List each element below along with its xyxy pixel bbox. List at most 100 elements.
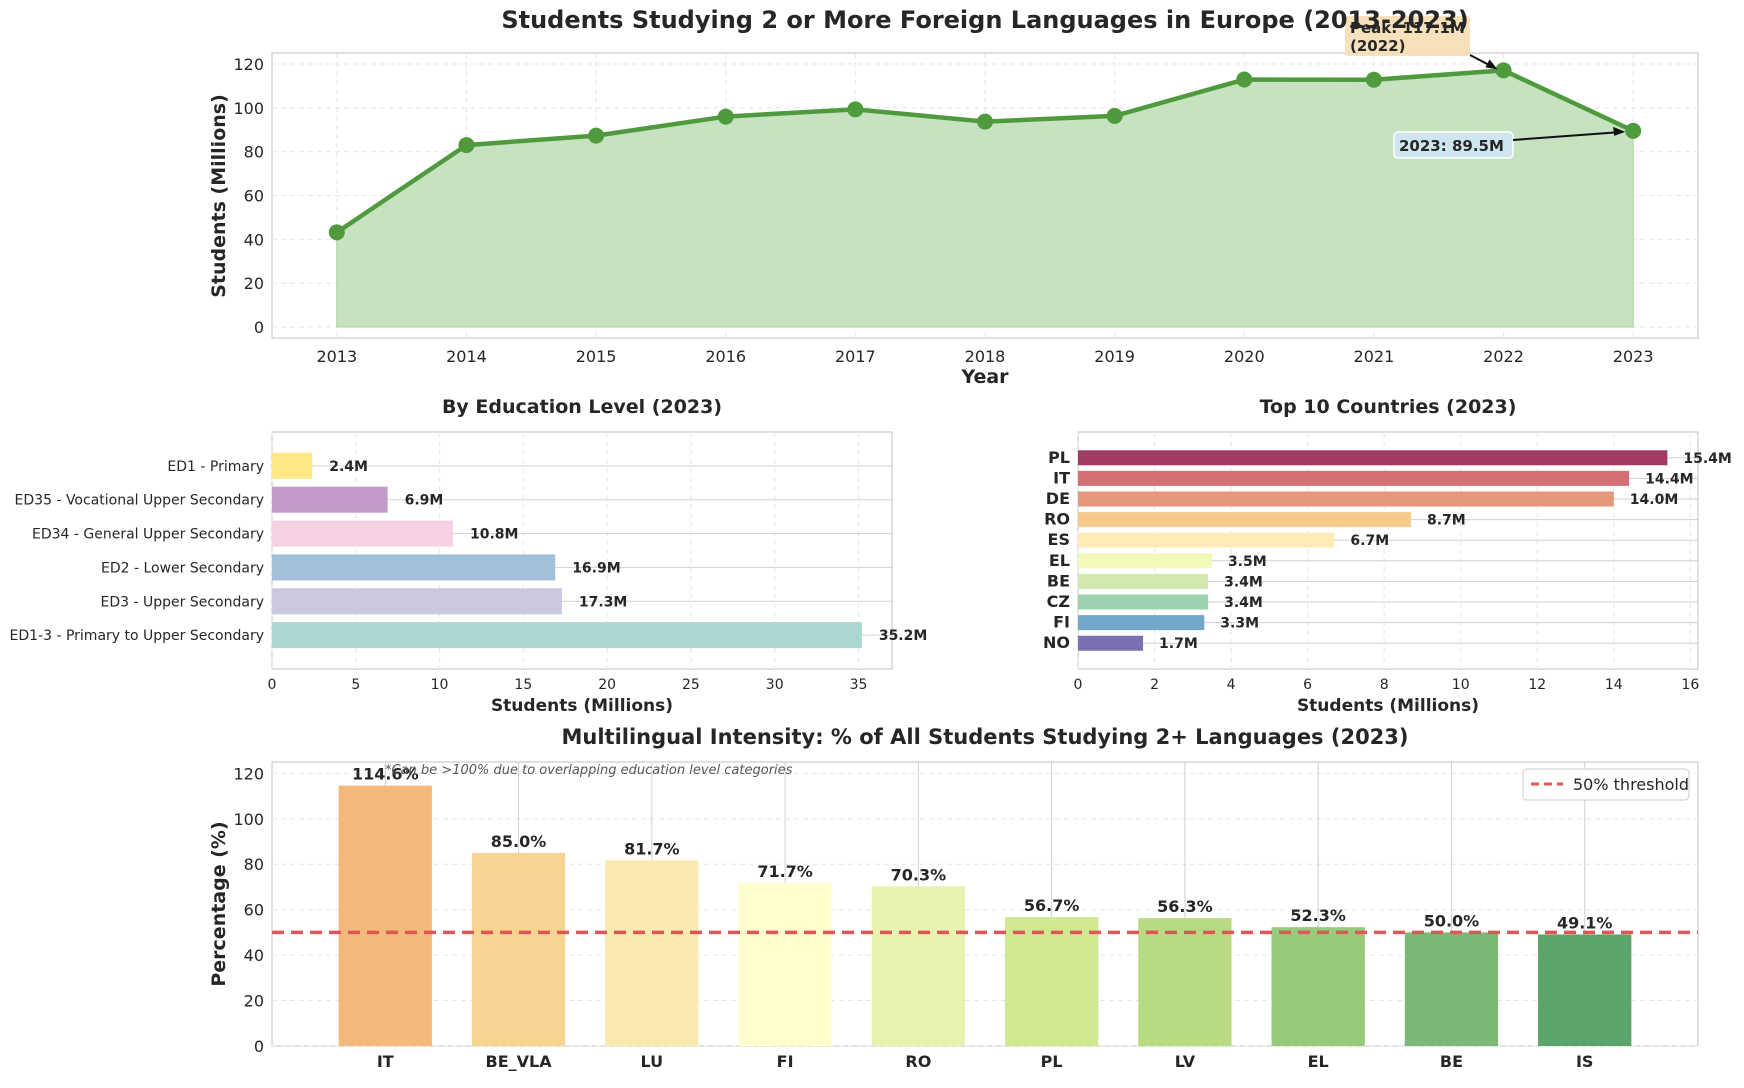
intensity-bar [1538, 934, 1632, 1046]
timeline-point [1236, 71, 1253, 88]
intensity-x-tick-label: LU [641, 1052, 664, 1071]
education-value-label: 10.8M [470, 527, 518, 543]
education-x-tick-label: 20 [598, 677, 616, 693]
intensity-bar [1271, 927, 1365, 1046]
education-category-label: ED1 - Primary [167, 459, 264, 475]
latest-annotation-box [1393, 131, 1514, 159]
countries-category-label: PL [1048, 448, 1070, 467]
education-bar [272, 554, 556, 581]
intensity-x-tick-label: RO [905, 1052, 931, 1071]
figure-title: Students Studying 2 or More Foreign Lang… [501, 6, 1468, 34]
countries-value-label: 1.7M [1159, 636, 1198, 652]
countries-bar [1078, 553, 1212, 569]
countries-value-label: 15.4M [1683, 451, 1731, 467]
education-bars [272, 452, 862, 649]
timeline-x-tick-label: 2013 [316, 347, 357, 366]
education-category-label: ED1-3 - Primary to Upper Secondary [10, 628, 264, 644]
peak-arrowhead [1485, 59, 1498, 70]
timeline-y-tick-label: 60 [244, 187, 264, 206]
latest-annotation-text: 2023: 89.5M [1399, 137, 1504, 155]
intensity-y-tick-label: 120 [233, 764, 264, 783]
education-bar [272, 588, 562, 615]
countries-value-label: 14.0M [1630, 492, 1678, 508]
intensity-value-label: 56.7% [1024, 896, 1080, 915]
countries-value-label: 3.3M [1220, 616, 1259, 632]
countries-value-label: 6.7M [1350, 533, 1389, 549]
intensity-y-ticks: 0 20 40 60 80 100 120 [233, 764, 264, 1056]
intensity-value-label: 71.7% [757, 862, 813, 881]
countries-category-label: DE [1046, 489, 1070, 508]
countries-x-tick-label: 8 [1380, 677, 1389, 693]
education-x-tick-label: 35 [850, 677, 868, 693]
education-category-labels: ED1 - Primary ED35 - Vocational Upper Sec… [10, 459, 264, 644]
timeline-x-tick-label: 2016 [705, 347, 746, 366]
intensity-x-tick-label: BE [1440, 1052, 1463, 1071]
education-category-label: ED3 - Upper Secondary [101, 594, 264, 610]
timeline-points [328, 62, 1642, 241]
timeline-point [717, 108, 734, 125]
timeline-y-tick-label: 100 [233, 99, 264, 118]
timeline-x-tick-label: 2021 [1354, 347, 1395, 366]
education-category-label: ED34 - General Upper Secondary [32, 527, 264, 543]
countries-bar [1078, 532, 1335, 548]
intensity-x-tick-label: IT [377, 1052, 394, 1071]
intensity-y-tick-label: 20 [244, 992, 264, 1011]
intensity-value-label: 49.1% [1557, 913, 1613, 932]
countries-category-label: NO [1043, 633, 1070, 652]
education-x-ticks: 0 5 10 15 20 25 30 35 [268, 677, 868, 693]
timeline-x-tick-label: 2020 [1224, 347, 1265, 366]
countries-bar [1078, 450, 1668, 466]
education-x-tick-label: 30 [766, 677, 784, 693]
timeline-x-tick-label: 2014 [446, 347, 487, 366]
countries-x-tick-label: 6 [1303, 677, 1312, 693]
intensity-value-label: 114.6% [352, 765, 419, 784]
intensity-value-label: 50.0% [1424, 911, 1480, 930]
intensity-bar [1138, 918, 1232, 1046]
intensity-y-tick-label: 100 [233, 810, 264, 829]
timeline-annotations: Peak: 117.1M(2022) 2023: 89.5M [1345, 16, 1626, 159]
timeline-point [328, 224, 345, 241]
countries-x-tick-label: 10 [1452, 677, 1470, 693]
timeline-point [1365, 71, 1382, 88]
timeline-chart: 2013 2014 2015 2016 2017 2018 2019 2020 2021 2022… [208, 16, 1699, 388]
timeline-point [1106, 107, 1123, 124]
intensity-x-tick-label: FI [777, 1052, 794, 1071]
countries-value-label: 3.4M [1224, 574, 1263, 590]
education-value-label: 16.9M [572, 560, 620, 576]
timeline-point [588, 127, 605, 144]
timeline-x-tick-label: 2017 [835, 347, 876, 366]
countries-bar [1078, 615, 1205, 631]
timeline-point [458, 137, 475, 154]
intensity-y-axis-label: Percentage (%) [208, 821, 230, 986]
timeline-y-ticks: 0 20 40 60 80 100 120 [233, 55, 264, 337]
intensity-bar [738, 883, 832, 1046]
intensity-bar [338, 785, 432, 1046]
timeline-y-tick-label: 120 [233, 55, 264, 74]
timeline-y-tick-label: 0 [254, 318, 264, 337]
intensity-value-labels: 114.6% 85.0% 81.7% 71.7% 70.3% 56.7% 56.3% 52.3… [352, 765, 1613, 933]
timeline-x-axis-label: Year [960, 366, 1009, 388]
intensity-bar [1004, 917, 1099, 1046]
peak-annotation-text: (2022) [1350, 37, 1405, 55]
countries-category-label: CZ [1047, 592, 1070, 611]
intensity-bars [338, 785, 1632, 1046]
intensity-x-ticks: IT BE_VLA LU FI RO PL LV EL BE IS [377, 1052, 1594, 1071]
education-value-label: 35.2M [879, 628, 927, 644]
timeline-x-tick-label: 2019 [1094, 347, 1135, 366]
intensity-value-label: 70.3% [891, 865, 947, 884]
countries-x-tick-label: 4 [1227, 677, 1236, 693]
countries-value-label: 3.4M [1224, 595, 1263, 611]
countries-category-label: IT [1053, 468, 1070, 487]
countries-x-tick-label: 14 [1605, 677, 1623, 693]
intensity-y-tick-label: 0 [254, 1037, 264, 1056]
education-value-labels: 2.4M 6.9M 10.8M 16.9M 17.3M 35.2M [329, 459, 927, 644]
intensity-y-tick-label: 80 [244, 855, 264, 874]
intensity-value-label: 81.7% [624, 839, 680, 858]
legend-label: 50% threshold [1573, 775, 1689, 794]
intensity-value-label: 56.3% [1157, 897, 1213, 916]
intensity-value-label: 85.0% [491, 832, 547, 851]
intensity-value-label: 52.3% [1290, 906, 1346, 925]
intensity-bar [871, 886, 966, 1046]
